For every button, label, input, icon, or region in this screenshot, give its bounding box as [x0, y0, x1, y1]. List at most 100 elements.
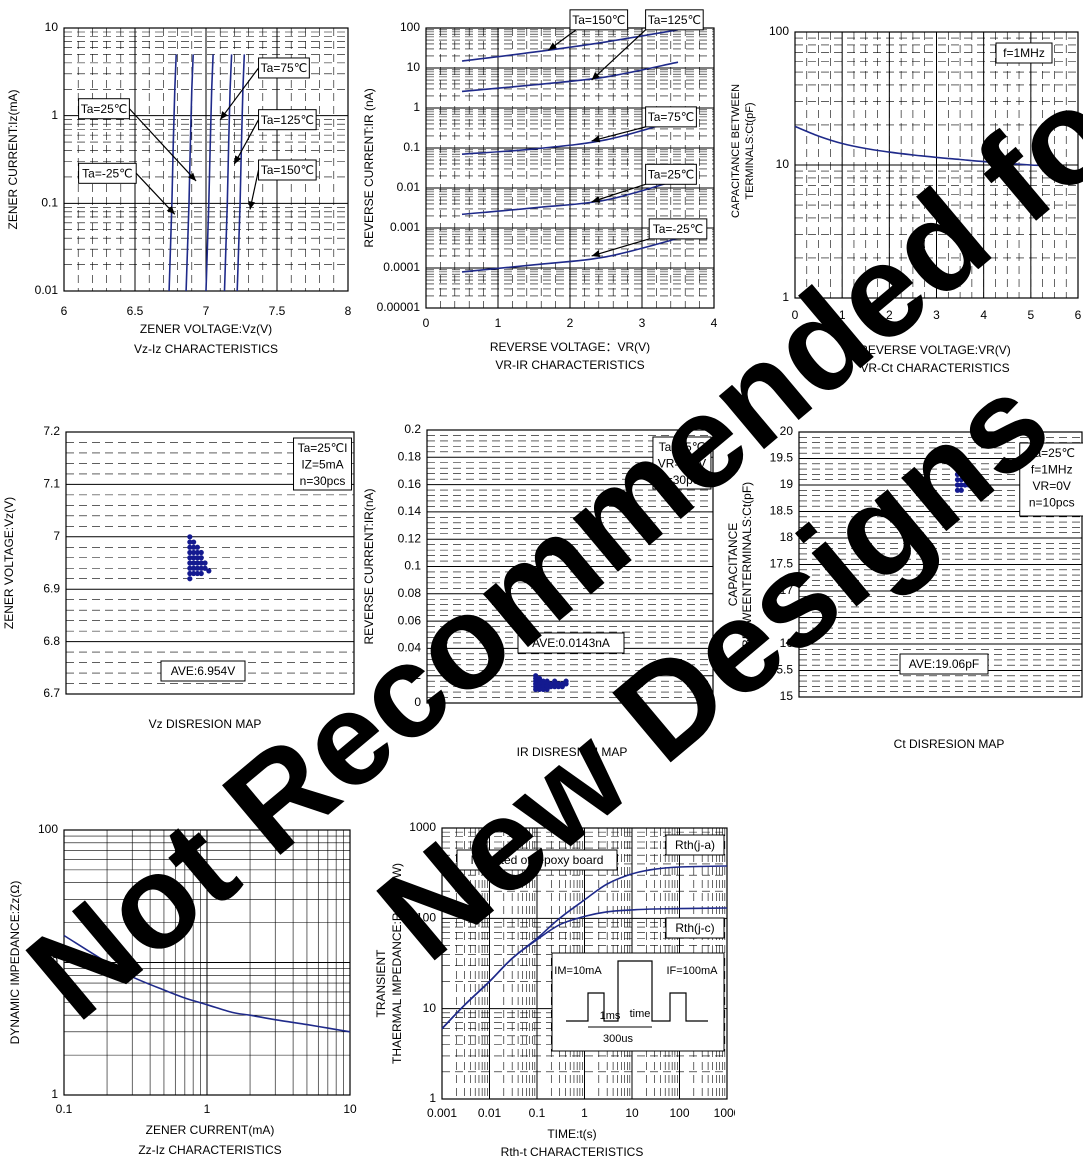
- annotation-label: Ta=-25℃: [82, 166, 133, 180]
- series-line-2: [205, 54, 214, 292]
- data-point: [191, 549, 197, 556]
- chart-title: IR DISRESION MAP: [517, 745, 628, 759]
- y-axis-label-line2: BETWEENTERMINALS:Ct(pF): [740, 482, 754, 647]
- chart-title: Vz-Iz CHARACTERISTICS: [134, 342, 278, 356]
- x-tick-label: 3: [639, 316, 646, 330]
- y-axis-label: REVERSE CURRENT:IR(nA): [362, 488, 376, 644]
- y-tick-label: 0.2: [404, 422, 421, 436]
- plot-frame: [426, 429, 714, 704]
- annotation-arrow: [135, 172, 176, 215]
- series-line-0: [461, 29, 679, 62]
- data-point: [206, 568, 212, 574]
- y-tick-label: 15: [780, 689, 794, 703]
- data-point: [187, 539, 193, 545]
- plot-frame: [65, 431, 355, 695]
- y-tick-label: 0.1: [403, 140, 420, 154]
- y-tick-label: 0.16: [398, 477, 422, 491]
- inset-label: 300us: [603, 1033, 633, 1045]
- x-tick-label: 5: [1027, 308, 1034, 322]
- x-axis-label: ZENER CURRENT(mA): [146, 1123, 275, 1137]
- y-tick-label: 0.02: [398, 668, 422, 682]
- y-tick-label: 0.14: [398, 504, 422, 518]
- data-point: [198, 560, 204, 566]
- series-line-0: [794, 125, 1055, 167]
- y-tick-label: 0.0001: [383, 260, 420, 274]
- data-point: [187, 555, 193, 561]
- series-line-0: [63, 934, 351, 1033]
- data-point: [187, 560, 193, 566]
- x-tick-label: 0.001: [427, 1106, 457, 1120]
- data-point: [954, 482, 961, 488]
- data-point: [187, 565, 193, 571]
- data-point: [194, 549, 201, 556]
- y-tick-label: 0.001: [390, 220, 420, 234]
- x-tick-label: 0.1: [529, 1106, 546, 1120]
- legend-line: n=30pcs: [300, 474, 346, 488]
- chart-title: VR-Ct CHARACTERISTICS: [860, 361, 1009, 375]
- data-point: [552, 684, 558, 690]
- annotation-arrow: [219, 67, 260, 121]
- y-tick-label: 19: [780, 477, 794, 491]
- data-point: [194, 560, 201, 566]
- plot-frame: [441, 827, 728, 1100]
- annotation-label: Ta=75℃: [648, 110, 695, 124]
- annotation-box: [899, 653, 989, 675]
- y-axis-label: ZENER CURRENT:Iz(mA): [6, 89, 20, 229]
- data-point: [198, 549, 204, 556]
- data-point: [954, 471, 961, 477]
- chart-rth-t: Mounted on epoxy board Rth(j-a) Rth(j-c) IM…: [374, 820, 735, 1159]
- y-tick-label: 100: [400, 20, 420, 34]
- x-tick-label: 8: [345, 304, 352, 318]
- legend-line: f=1MHz: [1031, 463, 1073, 477]
- series-line-4: [236, 54, 246, 292]
- y-tick-label: 1: [51, 1087, 58, 1101]
- y-tick-label: 0.00001: [377, 300, 421, 314]
- x-tick-label: 6: [1075, 308, 1082, 322]
- y-axis-label: CAPACITANCE BETWEEN: [730, 84, 742, 218]
- arrow-head: [591, 250, 601, 258]
- series-line-0: [168, 54, 177, 292]
- y-tick-label: 17: [780, 583, 794, 597]
- annotation-arrow: [233, 119, 260, 165]
- chart-vz-iz: Ta=25℃ Ta=-25℃ Ta=75℃ Ta=125℃ Ta=150℃ 0.01 0.1…: [6, 20, 352, 356]
- annotation-label: AVE:6.954V: [171, 664, 236, 678]
- annotation-box: [645, 106, 697, 128]
- plot-frame: [63, 829, 351, 1096]
- chart-title: Ct DISRESION MAP: [894, 737, 1005, 751]
- annotation-box: [995, 42, 1053, 64]
- data-point: [198, 555, 204, 561]
- annotation-label: Ta=125℃: [648, 13, 701, 27]
- annotation-label: Ta=150℃: [572, 13, 625, 27]
- annotation-label: Ta=150℃: [261, 163, 314, 177]
- pulse-waveform: [566, 960, 708, 1022]
- annotation-label: f=1MHz: [1003, 46, 1045, 60]
- x-tick-label: 0: [423, 316, 430, 330]
- arrow-head: [166, 206, 175, 215]
- data-point: [187, 549, 193, 556]
- y-tick-label: 15.5: [770, 663, 794, 677]
- data-point: [536, 686, 543, 692]
- data-point: [191, 565, 197, 571]
- data-point: [548, 684, 554, 690]
- x-axis-label: TIME:t(s): [547, 1127, 596, 1141]
- y-axis-label: DYNAMIC IMPEDANCE:Zz(Ω): [8, 881, 22, 1045]
- arrow-head: [248, 200, 256, 210]
- annotation-label: Ta=25℃: [81, 102, 128, 116]
- annotation-arrow: [591, 183, 646, 203]
- data-point: [198, 570, 204, 577]
- data-point: [194, 544, 201, 550]
- x-tick-label: 2: [886, 308, 893, 322]
- legend-line: Ta=25℃I: [298, 441, 348, 455]
- x-axis-label: ZENER VOLTAGE:Vz(V): [140, 322, 272, 336]
- y-tick-label: 0.06: [398, 613, 422, 627]
- x-tick-label: 6: [61, 304, 68, 318]
- data-point: [563, 681, 569, 687]
- annotation-box: [648, 218, 708, 240]
- plot-frame: [798, 431, 1083, 698]
- x-tick-label: 7: [203, 304, 210, 318]
- data-point: [958, 487, 964, 493]
- data-point: [966, 482, 972, 488]
- y-tick-label: 1: [51, 108, 58, 122]
- x-tick-label: 2: [567, 316, 574, 330]
